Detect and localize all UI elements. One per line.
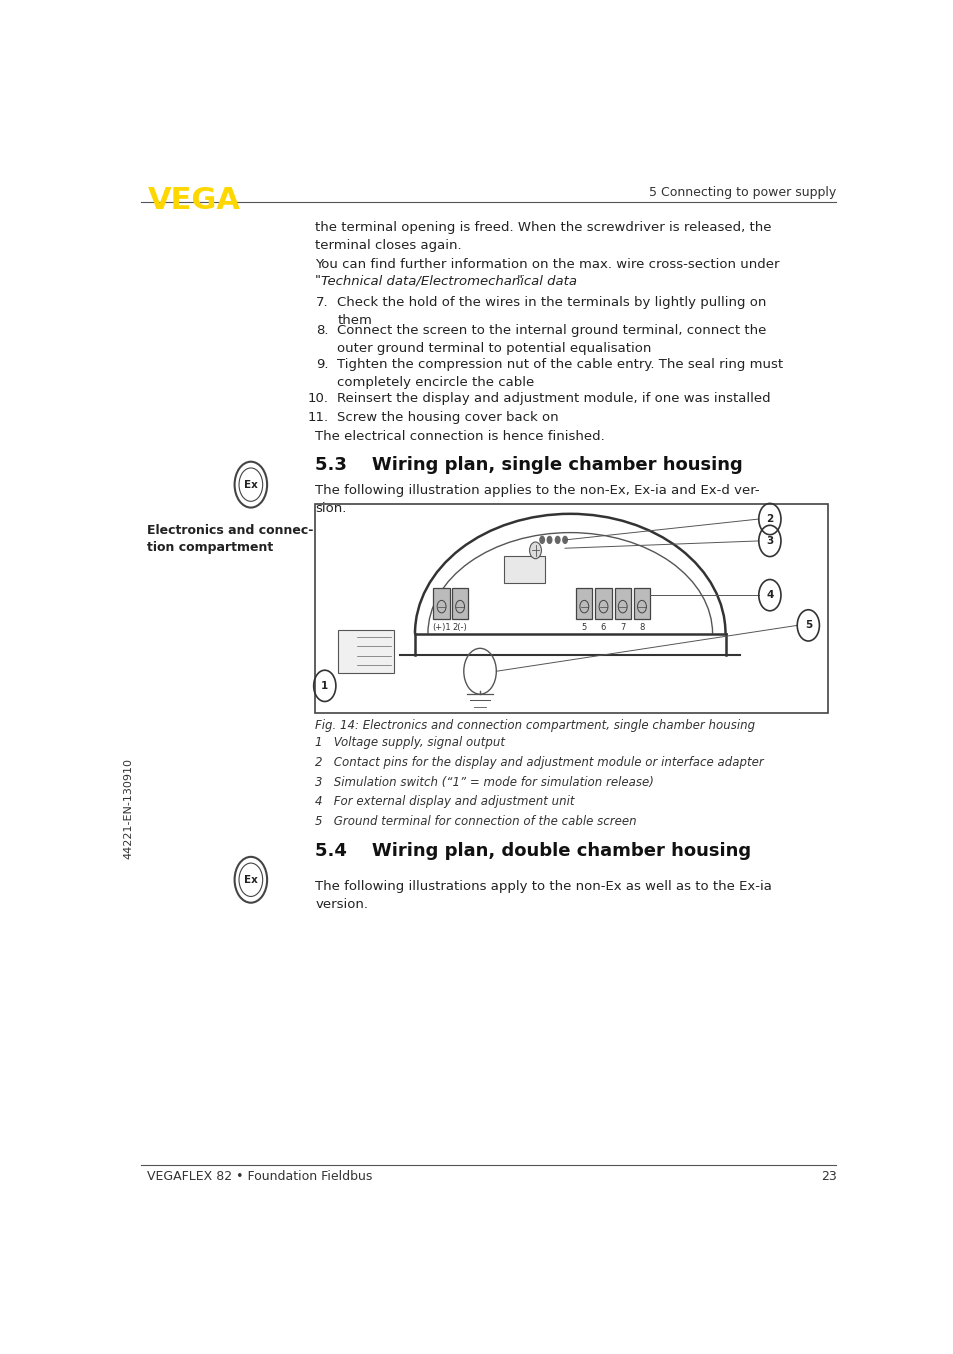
Text: 5: 5 bbox=[804, 620, 811, 631]
Circle shape bbox=[538, 536, 544, 544]
Text: (+)1: (+)1 bbox=[432, 623, 451, 632]
Text: Bus: Bus bbox=[512, 565, 527, 574]
Text: Ex: Ex bbox=[244, 875, 257, 884]
Text: 4: 4 bbox=[765, 590, 773, 600]
Bar bbox=[633, 588, 649, 619]
Text: VEGA: VEGA bbox=[147, 187, 240, 215]
Text: 11.: 11. bbox=[307, 410, 328, 424]
Text: 1   Voltage supply, signal output: 1 Voltage supply, signal output bbox=[314, 737, 505, 749]
Text: 5 Connecting to power supply: 5 Connecting to power supply bbox=[648, 187, 836, 199]
Text: 10.: 10. bbox=[307, 391, 328, 405]
Circle shape bbox=[529, 542, 541, 559]
Bar bbox=[433, 588, 449, 619]
Text: 4   For external display and adjustment unit: 4 For external display and adjustment un… bbox=[314, 795, 574, 808]
Text: 5.3    Wiring plan, single chamber housing: 5.3 Wiring plan, single chamber housing bbox=[314, 456, 742, 474]
Text: The following illustrations apply to the non-Ex as well as to the Ex-ia
version.: The following illustrations apply to the… bbox=[314, 880, 771, 911]
Bar bbox=[452, 588, 468, 619]
Bar bbox=[503, 555, 544, 582]
Text: Technical data/Electromechanical data: Technical data/Electromechanical data bbox=[321, 274, 577, 287]
Bar bbox=[314, 505, 826, 714]
Text: 8: 8 bbox=[639, 623, 644, 632]
Text: +: + bbox=[340, 645, 351, 658]
Text: 1: 1 bbox=[321, 681, 328, 691]
Text: ": " bbox=[314, 274, 321, 287]
Circle shape bbox=[554, 536, 560, 544]
Text: Reinsert the display and adjustment module, if one was installed: Reinsert the display and adjustment modu… bbox=[337, 391, 770, 405]
Text: 44221-EN-130910: 44221-EN-130910 bbox=[124, 758, 133, 860]
Text: 3: 3 bbox=[765, 536, 773, 546]
Text: The electrical connection is hence finished.: The electrical connection is hence finis… bbox=[314, 431, 604, 443]
Text: VEGAFLEX 82 • Foundation Fieldbus: VEGAFLEX 82 • Foundation Fieldbus bbox=[147, 1170, 373, 1182]
Text: Fig. 14: Electronics and connection compartment, single chamber housing: Fig. 14: Electronics and connection comp… bbox=[314, 719, 755, 733]
Text: 23: 23 bbox=[820, 1170, 836, 1182]
Bar bbox=[595, 588, 611, 619]
Text: 3   Simulation switch (“1” = mode for simulation release): 3 Simulation switch (“1” = mode for simu… bbox=[314, 776, 654, 788]
Text: Check the hold of the wires in the terminals by lightly pulling on
them: Check the hold of the wires in the termi… bbox=[337, 297, 766, 326]
Text: the terminal opening is freed. When the screwdriver is released, the
terminal cl: the terminal opening is freed. When the … bbox=[314, 221, 771, 252]
Circle shape bbox=[561, 536, 567, 544]
Text: 5.4    Wiring plan, double chamber housing: 5.4 Wiring plan, double chamber housing bbox=[314, 842, 751, 860]
Bar bbox=[614, 588, 630, 619]
Text: 2: 2 bbox=[765, 515, 773, 524]
Text: 6: 6 bbox=[600, 623, 605, 632]
Text: The following illustration applies to the non-Ex, Ex-ia and Ex-d ver-
sion.: The following illustration applies to th… bbox=[314, 483, 759, 515]
Text: 9.: 9. bbox=[315, 359, 328, 371]
Text: 7: 7 bbox=[619, 623, 625, 632]
Text: Screw the housing cover back on: Screw the housing cover back on bbox=[337, 410, 558, 424]
Text: 2   Contact pins for the display and adjustment module or interface adapter: 2 Contact pins for the display and adjus… bbox=[314, 756, 763, 769]
Text: 5   Ground terminal for connection of the cable screen: 5 Ground terminal for connection of the … bbox=[314, 815, 637, 829]
Circle shape bbox=[546, 536, 552, 544]
Text: 8.: 8. bbox=[315, 324, 328, 337]
Bar bbox=[337, 630, 394, 673]
Text: Electronics and connec-
tion compartment: Electronics and connec- tion compartment bbox=[147, 524, 314, 554]
Text: Connect the screen to the internal ground terminal, connect the
outer ground ter: Connect the screen to the internal groun… bbox=[337, 324, 766, 355]
Text: Tighten the compression nut of the cable entry. The seal ring must
completely en: Tighten the compression nut of the cable… bbox=[337, 359, 782, 390]
Text: You can find further information on the max. wire cross-section under: You can find further information on the … bbox=[314, 259, 779, 271]
Text: 7.: 7. bbox=[315, 297, 328, 309]
Text: 2(-): 2(-) bbox=[453, 623, 467, 632]
Text: ": " bbox=[517, 274, 522, 287]
Text: Ex: Ex bbox=[244, 479, 257, 490]
Text: 5: 5 bbox=[581, 623, 586, 632]
Bar bbox=[576, 588, 592, 619]
